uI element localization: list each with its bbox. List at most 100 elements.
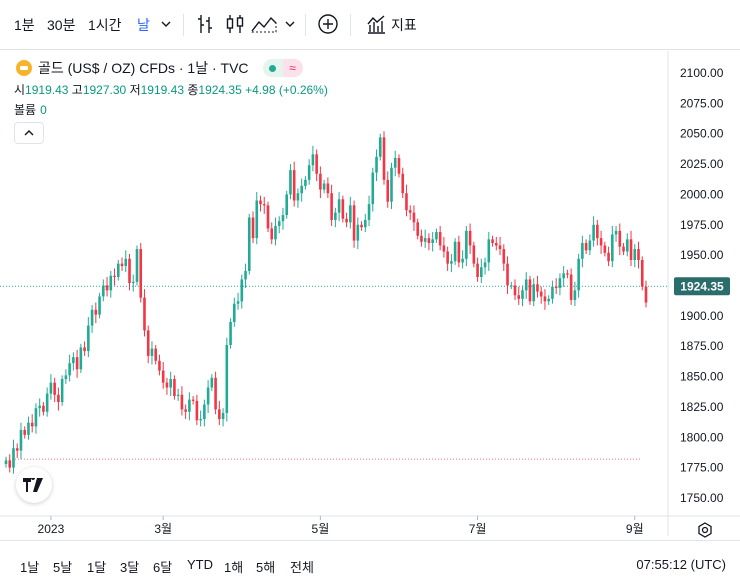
candle-body [266, 205, 270, 229]
candle-body [87, 325, 90, 352]
candle-body [427, 238, 431, 243]
candle-body [203, 404, 206, 420]
candle-body [491, 239, 494, 243]
price-tick-label: 1825.00 [680, 400, 724, 414]
candle-body [360, 224, 363, 228]
candle-body [532, 284, 536, 302]
range-6month[interactable]: 6달 [153, 560, 173, 575]
candle-body [629, 239, 633, 260]
market-status[interactable]: ≈ [262, 59, 303, 77]
candle-body [435, 232, 438, 240]
price-tick-label: 2100.00 [680, 66, 724, 80]
candle-body [566, 273, 569, 275]
candle-body [390, 167, 393, 202]
candle-body [259, 200, 262, 205]
candle-body [506, 263, 509, 286]
range-1month[interactable]: 1달 [87, 560, 107, 575]
candle-style-icon[interactable] [225, 13, 245, 40]
candle-body [158, 360, 161, 371]
candle-body [480, 267, 483, 277]
candle-body [199, 419, 202, 421]
candle-body [116, 263, 120, 277]
candle-body [596, 224, 599, 239]
candle-body [457, 241, 461, 263]
candle-body [233, 303, 236, 322]
candle-body [255, 200, 259, 239]
interval-dropdown-chevron-icon[interactable] [160, 17, 172, 35]
candle-body [558, 278, 562, 288]
symbol-title[interactable]: 골드 (US$ / OZ) CFDs · 1날 · TVC [38, 60, 249, 76]
interval-1hour[interactable]: 1시간 [88, 17, 122, 33]
range-ytd[interactable]: YTD [187, 557, 213, 572]
candle-body [420, 235, 423, 242]
ohlc-values: 시1919.43 고1927.30 저1919.43 종1924.35 +4.9… [14, 81, 328, 98]
time-axis: 2023 3월 5월 7월 9월 [38, 516, 644, 536]
candle-body [592, 224, 595, 241]
indicators-button[interactable]: 지표 [391, 17, 417, 33]
bar-style-icon[interactable] [196, 13, 214, 40]
range-1year[interactable]: 1해 [224, 560, 244, 575]
time-tick-label: 2023 [38, 522, 65, 536]
candle-body [173, 379, 176, 396]
indicators-icon[interactable] [366, 13, 386, 40]
candle-body [450, 261, 453, 264]
market-open-dot-icon [262, 59, 283, 77]
range-all[interactable]: 전체 [290, 560, 314, 575]
price-chart[interactable]: 2100.00 2075.00 2050.00 2025.00 2000.00 1975.… [0, 51, 740, 536]
candle-body [322, 183, 326, 190]
candle-body [300, 185, 303, 194]
candle-body [319, 173, 322, 190]
range-1day[interactable]: 1날 [20, 560, 40, 575]
high-value: 1927.30 [82, 83, 127, 97]
candle-body [165, 382, 169, 388]
candle-body [536, 284, 539, 292]
candle-body [221, 413, 225, 420]
range-5year[interactable]: 5해 [256, 560, 276, 575]
candle-body [465, 230, 468, 259]
interval-1min[interactable]: 1분 [14, 17, 35, 33]
open-value: 1919.43 [25, 83, 69, 97]
utc-clock[interactable]: 07:55:12 (UTC) [636, 557, 726, 572]
candle-body [57, 394, 60, 403]
candle-body [607, 252, 610, 262]
candle-body [569, 274, 573, 301]
time-tick-label: 7월 [469, 522, 487, 536]
candle-body [225, 345, 229, 413]
candle-body [581, 243, 584, 259]
collapse-legend-button[interactable] [14, 122, 44, 144]
tradingview-logo[interactable] [16, 467, 52, 503]
chart-type-dropdown-chevron-icon[interactable] [284, 17, 296, 35]
range-5day[interactable]: 5날 [53, 560, 73, 575]
candle-body [502, 249, 506, 264]
compare-plus-icon[interactable] [317, 13, 339, 40]
settings-gear-icon[interactable] [696, 521, 714, 544]
candle-body [393, 158, 397, 168]
candle-body [8, 460, 12, 468]
candle-body [539, 291, 543, 297]
candle-body [416, 222, 419, 236]
interval-30min[interactable]: 30분 [47, 17, 76, 33]
interval-day[interactable]: 날 [137, 17, 150, 33]
candle-body [472, 245, 476, 264]
candle-body [139, 249, 143, 298]
candle-body [251, 217, 255, 239]
candle-body [180, 394, 184, 410]
candle-body [326, 183, 330, 194]
candle-body [371, 172, 375, 205]
candle-body [431, 239, 434, 243]
candle-body [94, 309, 98, 315]
range-3month[interactable]: 3달 [120, 560, 140, 575]
candle-body [169, 379, 172, 388]
candle-body [90, 309, 94, 326]
candle-body [363, 219, 367, 228]
price-tick-label: 2075.00 [680, 96, 724, 110]
candle-body [528, 279, 532, 302]
price-axis: 2100.00 2075.00 2050.00 2025.00 2000.00 1975.… [674, 66, 730, 505]
price-tick-label: 1950.00 [680, 248, 724, 262]
area-style-icon[interactable] [251, 13, 277, 40]
candle-body [423, 238, 427, 242]
candle-body [19, 430, 23, 451]
low-label: 저 [129, 83, 141, 97]
candle-body [513, 285, 517, 296]
candle-body [521, 290, 524, 299]
